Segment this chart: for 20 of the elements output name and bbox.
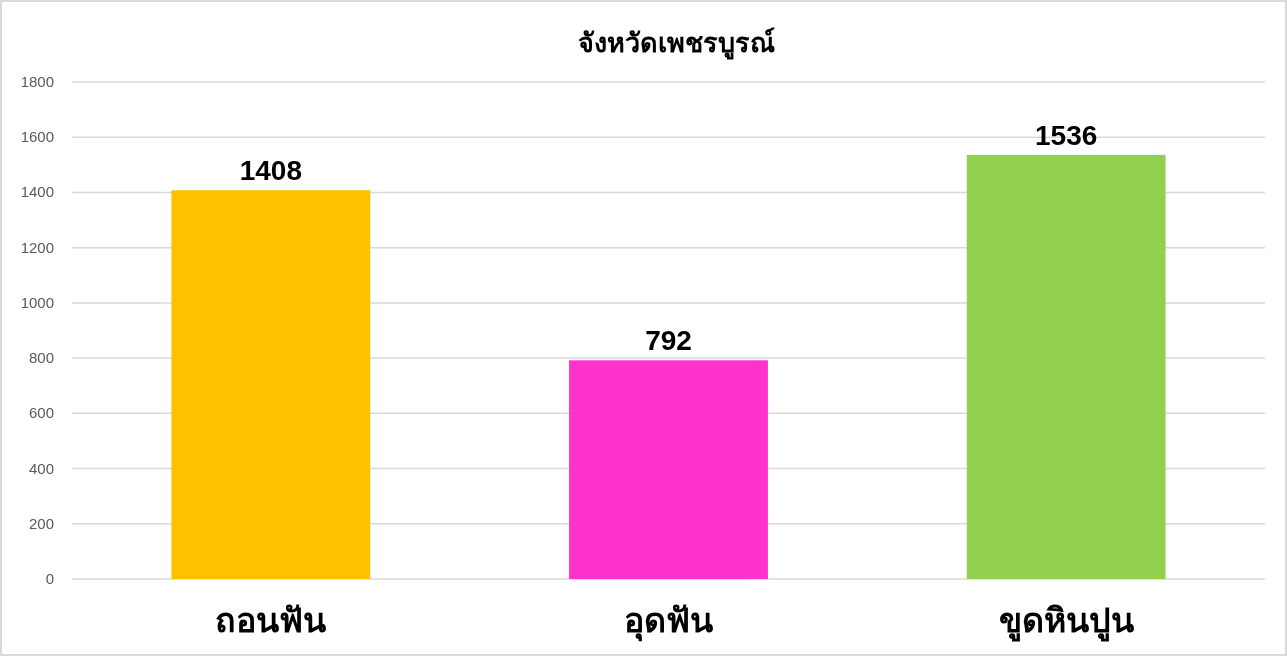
data-label: 1408	[239, 155, 302, 187]
data-label: 1536	[1035, 119, 1098, 151]
y-tick-label: 1800	[20, 73, 54, 90]
bar	[569, 360, 768, 579]
y-tick-label: 1600	[20, 128, 54, 146]
y-tick-label: 0	[45, 570, 54, 587]
x-tick-label: อุดฟัน	[624, 601, 713, 642]
y-tick-label: 1400	[20, 183, 54, 201]
x-tick-label: ถอนฟัน	[215, 601, 327, 639]
bar	[171, 190, 371, 579]
x-tick-label: ขูดหินปูน	[998, 601, 1134, 642]
y-tick-label: 800	[28, 349, 54, 367]
y-tick-label: 1200	[20, 238, 54, 256]
y-tick-label: 400	[28, 459, 54, 477]
chart-title: จังหวัดเพชรบูรณ์	[578, 27, 775, 60]
y-tick-label: 600	[28, 404, 54, 422]
y-tick-label: 1000	[20, 293, 54, 311]
bar	[966, 154, 1166, 579]
data-label: 792	[645, 325, 692, 357]
y-tick-label: 200	[28, 514, 54, 532]
